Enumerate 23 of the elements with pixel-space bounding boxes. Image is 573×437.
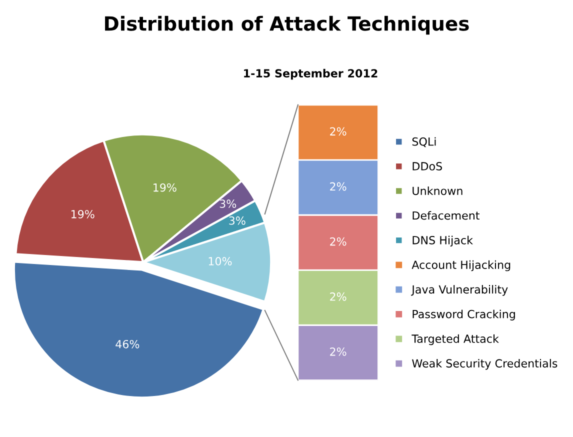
legend-label: Weak Security Credentials — [412, 358, 558, 370]
legend-label: Account Hijacking — [412, 260, 510, 272]
data-label: 3% — [229, 216, 246, 225]
legend-label: DDoS — [412, 162, 442, 170]
data-label: 2% — [330, 347, 346, 356]
legend-label: SQLi — [412, 137, 436, 148]
data-label: 2% — [330, 182, 346, 191]
chart-subtitle: 1-15 September 2012 — [244, 68, 378, 80]
data-label: 10% — [208, 257, 232, 266]
legend-label: Unknown — [412, 186, 462, 196]
data-label: 3% — [220, 200, 236, 208]
legend-label: DNS Hijack — [412, 236, 473, 247]
data-label: 19% — [154, 183, 176, 192]
data-label: 46% — [116, 340, 140, 348]
legend-label: Password Cracking — [412, 310, 515, 320]
data-label: 2% — [330, 237, 346, 246]
legend-label: Targeted Attack — [412, 334, 499, 346]
legend-label: Java Vulnerability — [411, 285, 508, 296]
data-label: 2% — [330, 292, 346, 301]
data-label: 2% — [330, 127, 346, 136]
legend-label: Defacement — [412, 211, 480, 220]
chart-title: Distribution of Attack Techniques — [105, 16, 469, 35]
data-label: 19% — [71, 210, 94, 218]
